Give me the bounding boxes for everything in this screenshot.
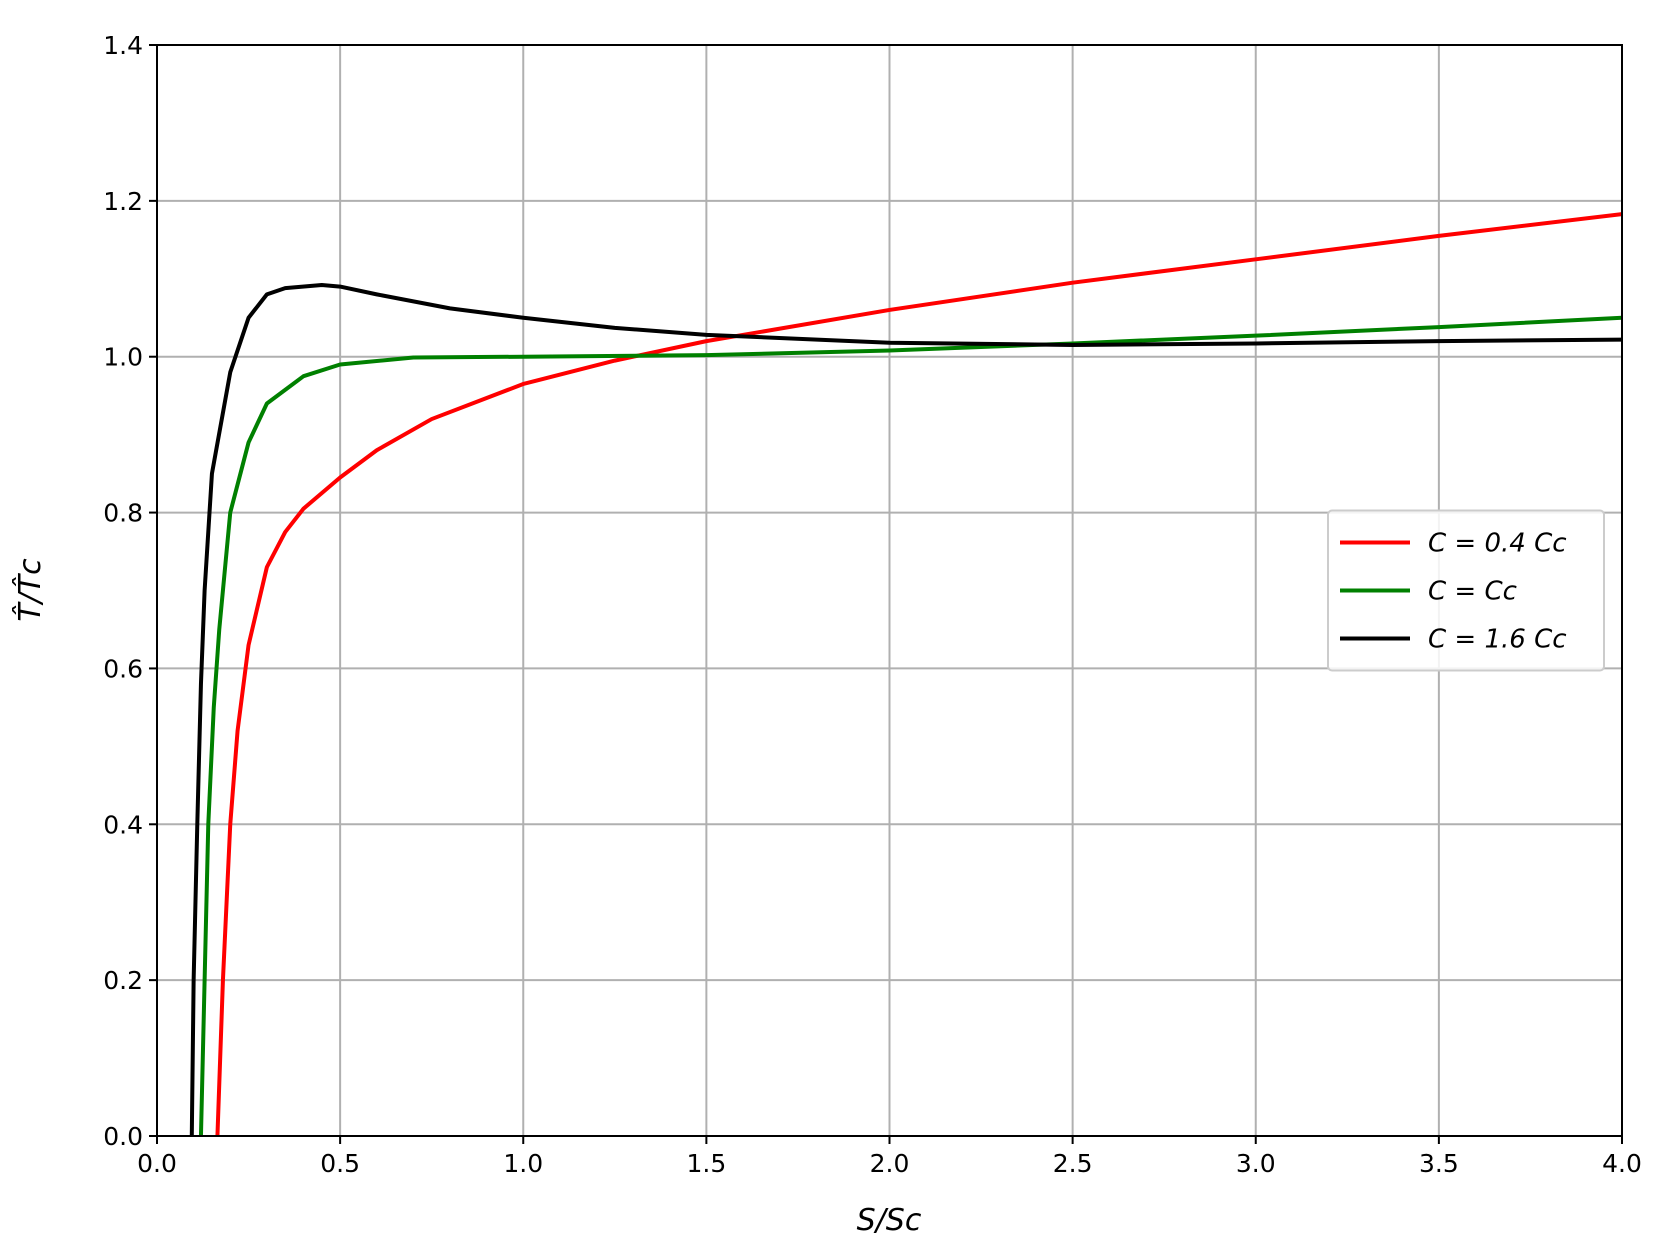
x-axis-label: S/Sc bbox=[857, 1203, 922, 1238]
line-series bbox=[189, 283, 1622, 1136]
x-tick-label: 1.0 bbox=[503, 1149, 543, 1178]
y-tick-label: 0.4 bbox=[103, 810, 143, 839]
y-tick-label: 1.0 bbox=[103, 343, 143, 372]
y-tick-label: 0.6 bbox=[103, 654, 143, 683]
y-tick-label: 0.0 bbox=[103, 1122, 143, 1151]
x-tick-label: 0.5 bbox=[320, 1149, 360, 1178]
legend-box bbox=[1327, 509, 1605, 672]
x-tick-label: 3.0 bbox=[1236, 1149, 1276, 1178]
legend-label: C = Cc bbox=[1428, 577, 1517, 607]
y-tick-label: 0.8 bbox=[103, 499, 143, 528]
y-axis-label: T̂/T̂c bbox=[12, 558, 48, 622]
x-tick-label: 3.5 bbox=[1419, 1149, 1459, 1178]
legend-label: C = 0.4 Cc bbox=[1428, 529, 1567, 559]
x-tick-label: 2.5 bbox=[1053, 1149, 1093, 1178]
y-tick-label: 0.2 bbox=[103, 966, 143, 995]
x-tick-label: 0.0 bbox=[137, 1149, 177, 1178]
y-tick-label: 1.4 bbox=[103, 31, 143, 60]
legend-label: C = 1.6 Cc bbox=[1428, 625, 1567, 655]
x-tick-label: 4.0 bbox=[1602, 1149, 1642, 1178]
line-series bbox=[198, 315, 1622, 1136]
x-tick-label: 2.0 bbox=[870, 1149, 910, 1178]
x-tick-label: 1.5 bbox=[686, 1149, 726, 1178]
plot-frame bbox=[156, 44, 1623, 1137]
y-tick-label: 1.2 bbox=[103, 187, 143, 216]
line-series bbox=[215, 212, 1622, 1136]
